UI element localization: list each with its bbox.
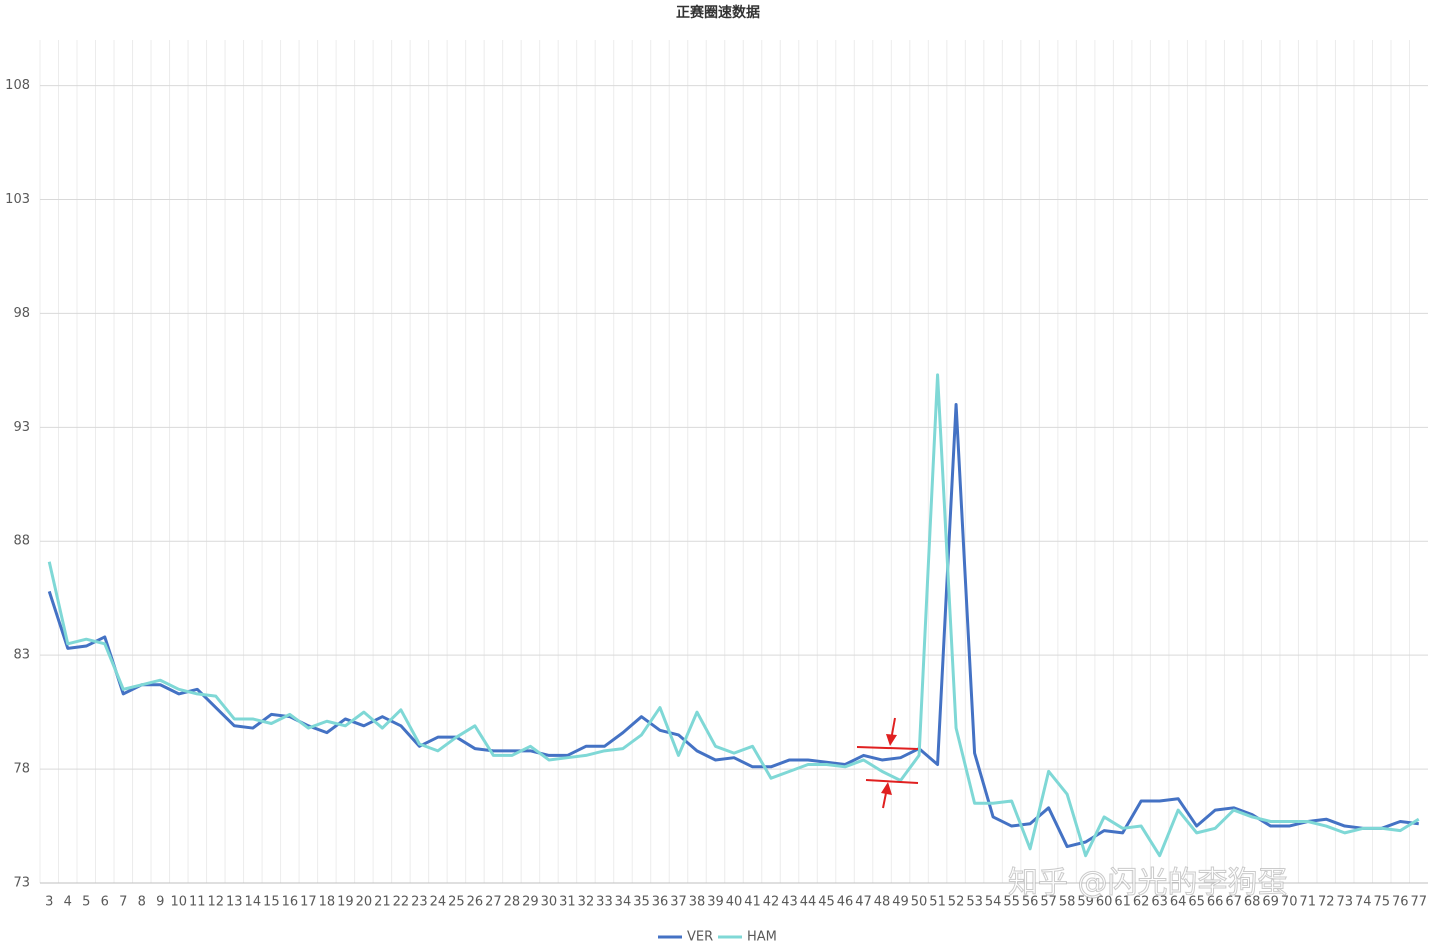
x-tick-label: 18 <box>319 895 336 910</box>
x-tick-label: 71 <box>1299 895 1316 910</box>
x-tick-label: 36 <box>652 895 669 910</box>
y-tick-label: 108 <box>5 78 30 93</box>
x-tick-label: 67 <box>1225 895 1242 910</box>
x-tick-label: 68 <box>1244 895 1261 910</box>
x-tick-label: 56 <box>1022 895 1039 910</box>
x-tick-label: 39 <box>707 895 724 910</box>
x-tick-label: 58 <box>1059 895 1076 910</box>
y-tick-label: 103 <box>5 192 30 207</box>
x-tick-label: 26 <box>467 895 484 910</box>
x-tick-label: 59 <box>1077 895 1094 910</box>
x-tick-label: 40 <box>726 895 743 910</box>
x-tick-label: 49 <box>892 895 909 910</box>
legend-label: VER <box>687 930 713 945</box>
x-tick-label: 38 <box>689 895 706 910</box>
legend-label: HAM <box>747 930 777 945</box>
x-tick-label: 42 <box>763 895 780 910</box>
x-tick-label: 28 <box>504 895 521 910</box>
x-tick-label: 5 <box>82 895 90 910</box>
x-tick-label: 9 <box>156 895 164 910</box>
x-tick-label: 4 <box>64 895 72 910</box>
x-tick-label: 15 <box>263 895 280 910</box>
x-tick-label: 20 <box>356 895 373 910</box>
series-line <box>47 373 1420 858</box>
x-tick-label: 50 <box>911 895 928 910</box>
x-tick-label: 64 <box>1170 895 1187 910</box>
x-tick-label: 48 <box>874 895 891 910</box>
annotation <box>856 717 919 809</box>
x-tick-label: 35 <box>633 895 650 910</box>
x-tick-label: 43 <box>781 895 798 910</box>
x-tick-label: 17 <box>300 895 317 910</box>
x-tick-label: 44 <box>800 895 817 910</box>
y-tick-label: 73 <box>13 876 30 891</box>
x-tick-label: 60 <box>1096 895 1113 910</box>
y-tick-label: 83 <box>13 648 30 663</box>
x-tick-label: 66 <box>1207 895 1224 910</box>
chart-title: 正赛圈速数据 <box>676 4 760 21</box>
x-tick-label: 11 <box>189 895 206 910</box>
x-tick-label: 29 <box>522 895 539 910</box>
x-tick-label: 69 <box>1262 895 1279 910</box>
x-tick-label: 22 <box>393 895 410 910</box>
x-tick-label: 76 <box>1392 895 1409 910</box>
x-tick-label: 77 <box>1410 895 1427 910</box>
x-tick-label: 8 <box>138 895 146 910</box>
x-tick-label: 54 <box>985 895 1002 910</box>
x-tick-label: 70 <box>1281 895 1298 910</box>
x-tick-label: 25 <box>448 895 465 910</box>
x-tick-label: 65 <box>1188 895 1205 910</box>
series-line <box>47 403 1419 849</box>
x-tick-label: 46 <box>837 895 854 910</box>
x-tick-label: 61 <box>1114 895 1131 910</box>
x-tick-label: 33 <box>596 895 613 910</box>
x-tick-label: 41 <box>744 895 761 910</box>
y-tick-label: 88 <box>13 534 30 549</box>
x-tick-label: 19 <box>337 895 354 910</box>
x-tick-label: 45 <box>818 895 835 910</box>
y-tick-label: 78 <box>13 762 30 777</box>
x-tick-label: 12 <box>208 895 225 910</box>
x-tick-label: 55 <box>1003 895 1020 910</box>
x-tick-label: 62 <box>1133 895 1150 910</box>
x-tick-label: 6 <box>101 895 109 910</box>
x-tick-label: 31 <box>559 895 576 910</box>
x-tick-label: 30 <box>541 895 558 910</box>
x-tick-label: 7 <box>119 895 127 910</box>
x-tick-label: 57 <box>1040 895 1057 910</box>
x-tick-label: 74 <box>1355 895 1372 910</box>
x-tick-label: 23 <box>411 895 428 910</box>
x-tick-label: 34 <box>615 895 632 910</box>
x-tick-label: 13 <box>226 895 243 910</box>
x-tick-label: 63 <box>1151 895 1168 910</box>
x-tick-label: 27 <box>485 895 502 910</box>
x-tick-label: 47 <box>855 895 872 910</box>
y-tick-label: 98 <box>13 306 30 321</box>
x-tick-label: 3 <box>45 895 53 910</box>
x-tick-label: 52 <box>948 895 965 910</box>
y-tick-label: 93 <box>13 420 30 435</box>
watermark: 知乎 @闪光的李狗蛋 <box>1008 866 1288 901</box>
x-tick-label: 32 <box>578 895 595 910</box>
x-tick-label: 73 <box>1336 895 1353 910</box>
x-tick-label: 10 <box>171 895 188 910</box>
x-tick-label: 21 <box>374 895 391 910</box>
x-tick-label: 37 <box>670 895 687 910</box>
x-tick-label: 16 <box>282 895 299 910</box>
x-tick-label: 14 <box>245 895 262 910</box>
x-tick-label: 51 <box>929 895 946 910</box>
x-tick-label: 75 <box>1373 895 1390 910</box>
x-tick-label: 53 <box>966 895 983 910</box>
x-tick-label: 72 <box>1318 895 1335 910</box>
x-tick-label: 24 <box>430 895 447 910</box>
